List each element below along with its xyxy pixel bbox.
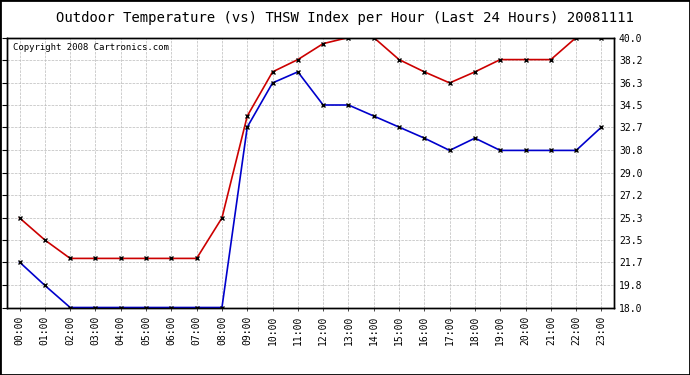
Text: Copyright 2008 Cartronics.com: Copyright 2008 Cartronics.com — [13, 43, 169, 52]
Text: Outdoor Temperature (vs) THSW Index per Hour (Last 24 Hours) 20081111: Outdoor Temperature (vs) THSW Index per … — [56, 11, 634, 25]
